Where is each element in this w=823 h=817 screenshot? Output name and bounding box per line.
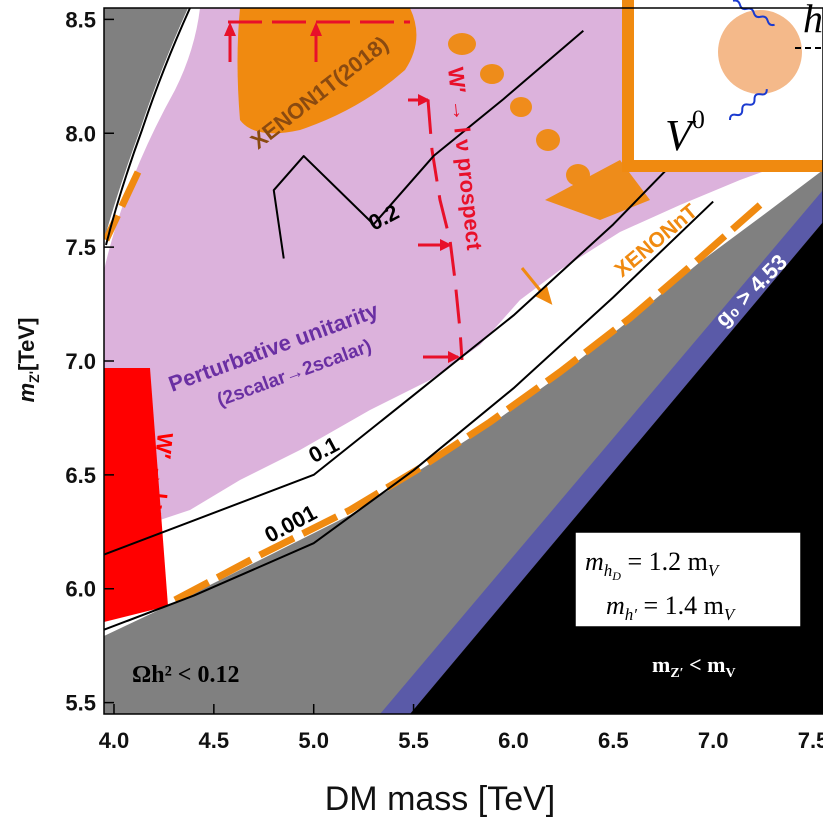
svg-text:mZ'[TeV]: mZ'[TeV] <box>14 318 42 403</box>
mz-label-rel: < <box>684 652 708 677</box>
svg-text:mhD = 1.2 mV: mhD = 1.2 mV <box>585 547 721 583</box>
legend-line2-rhs: = 1.4 m <box>637 591 724 620</box>
y-axis-title: mZ'[TeV] <box>14 318 42 403</box>
mass-ratio-legend: mhD = 1.2 mV mh′ = 1.4 mV <box>574 531 802 628</box>
y-axis-ticks: 5.5 6.0 6.5 7.0 7.5 8.0 8.5 <box>65 7 114 716</box>
wprime-prospect-arrowheads <box>224 22 460 363</box>
x-tick-label: 6.0 <box>498 728 529 753</box>
wprime-lv-excluded-region <box>104 368 168 622</box>
y-tick-label: 7.5 <box>65 235 96 260</box>
legend-line1-sub: h <box>604 561 613 580</box>
inset-h-label: h <box>803 0 823 41</box>
x-tick-label: 7.0 <box>698 728 729 753</box>
x-tick-label: 4.0 <box>99 728 130 753</box>
legend-line1-subsub: D <box>611 569 621 583</box>
x-tick-label: 7.5 <box>798 728 823 753</box>
mz-label-sub: Z′ <box>670 666 683 681</box>
xenonnt-prospect-blobs <box>448 33 650 220</box>
legend-line2-rhs-sub: V <box>724 605 737 624</box>
mv-label-sub: V <box>725 666 735 681</box>
y-axis-title-unit: [TeV] <box>14 318 39 371</box>
contour-line-0-001 <box>104 200 714 631</box>
y-tick-label: 5.5 <box>65 691 96 716</box>
g0-perturbativity-band <box>380 190 823 714</box>
relic-excluded-region-top-left <box>104 8 188 240</box>
y-tick-label: 8.5 <box>65 7 96 32</box>
svg-text:mZ′ < mV: mZ′ < mV <box>652 652 736 681</box>
inset-wavy-line-top <box>732 0 775 27</box>
inset-blob <box>718 10 802 94</box>
y-tick-label: 6.0 <box>65 577 96 602</box>
y-axis-title-main: m <box>14 383 39 403</box>
inset-wavy-line-bottom <box>728 89 768 121</box>
x-tick-label: 6.5 <box>598 728 629 753</box>
xenonnt-arrow <box>520 267 553 305</box>
x-axis-ticks: 4.0 4.5 5.0 5.5 6.0 6.5 7.0 7.5 <box>99 704 823 753</box>
contour-lines <box>104 30 714 631</box>
mz-less-than-mv-label: mZ′ < mV <box>652 652 736 681</box>
x-tick-label: 5.0 <box>298 728 329 753</box>
mz-label-main: m <box>652 652 670 677</box>
x-axis-title: DM mass [TeV] <box>325 780 555 817</box>
legend-box <box>574 531 802 628</box>
x-tick-label: 4.5 <box>199 728 230 753</box>
legend-line1-rhs-sub: V <box>708 561 721 580</box>
inset-v0-sup: 0 <box>692 105 705 134</box>
y-tick-label: 7.0 <box>65 349 96 374</box>
inset-border <box>622 0 823 172</box>
relic-label: Ωh² < 0.12 <box>132 662 239 688</box>
legend-line2-lhs: m <box>606 591 625 620</box>
y-axis-title-sub: Z' <box>26 371 42 383</box>
svg-text:mh′ = 1.4 mV: mh′ = 1.4 mV <box>606 591 737 624</box>
relic-boundary-line <box>105 8 191 246</box>
y-tick-label: 6.5 <box>65 463 96 488</box>
svg-text:V0: V0 <box>665 105 705 160</box>
mv-label-main: m <box>707 652 725 677</box>
y-tick-label: 8.0 <box>65 121 96 146</box>
legend-line2-sub: h′ <box>625 605 638 624</box>
feynman-inset: V0 h <box>622 0 823 172</box>
inset-v0-label: V <box>665 111 697 160</box>
x-tick-label: 5.5 <box>398 728 429 753</box>
contour-line-0-2 <box>272 30 584 259</box>
legend-line1-rhs: = 1.2 m <box>621 547 708 576</box>
contour-line-0-1 <box>104 121 714 556</box>
legend-line1-lhs: m <box>585 547 604 576</box>
xenon1t-excluded-region <box>237 8 417 134</box>
